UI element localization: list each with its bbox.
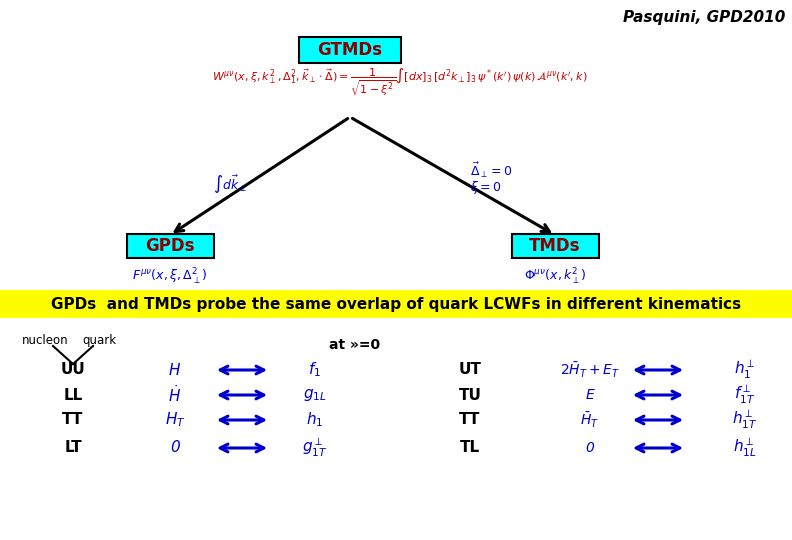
Text: $f_1$: $f_1$ [308,361,322,379]
Text: TL: TL [460,441,480,456]
Text: $h_{1L}^\perp$: $h_{1L}^\perp$ [733,437,757,459]
Text: $\dot{H}$: $\dot{H}$ [169,384,181,406]
Text: UT: UT [459,362,482,377]
Text: $h_1$: $h_1$ [307,410,324,429]
Text: at »=0: at »=0 [329,338,381,352]
Text: $g_{1T}^\perp$: $g_{1T}^\perp$ [303,437,328,459]
FancyBboxPatch shape [512,234,599,258]
Text: $E$: $E$ [584,388,596,402]
Text: $\bar{H}_T$: $\bar{H}_T$ [581,410,600,430]
Text: GTMDs: GTMDs [318,41,383,59]
Text: TU: TU [459,388,482,402]
Text: Pasquini, GPD2010: Pasquini, GPD2010 [623,10,785,25]
Text: 0: 0 [170,441,180,456]
Text: UU: UU [61,362,86,377]
Text: $H$: $H$ [169,362,181,378]
Text: $g_{1L}$: $g_{1L}$ [303,387,327,403]
Text: $h_1^\perp$: $h_1^\perp$ [734,359,756,381]
Text: $H_T$: $H_T$ [165,410,185,429]
Text: TMDs: TMDs [529,237,581,255]
Text: $F^{\mu\nu}(x,\xi,\Delta_\perp^2)$: $F^{\mu\nu}(x,\xi,\Delta_\perp^2)$ [132,267,208,287]
Text: TT: TT [63,413,84,428]
Text: nucleon: nucleon [22,334,69,347]
Text: GPDs: GPDs [145,237,195,255]
Text: GPDs  and TMDs probe the same overlap of quark LCWFs in different kinematics: GPDs and TMDs probe the same overlap of … [51,296,741,312]
Text: $\vec{\Delta}_\perp = 0$: $\vec{\Delta}_\perp = 0$ [470,160,513,180]
Bar [0,290,792,318]
Text: $\xi = 0$: $\xi = 0$ [470,179,501,197]
Text: $f_{1T}^\perp$: $f_{1T}^\perp$ [734,384,756,406]
FancyBboxPatch shape [127,234,214,258]
Text: $\int d\vec{k}_\perp$: $\int d\vec{k}_\perp$ [213,174,247,196]
Text: LT: LT [64,441,82,456]
FancyBboxPatch shape [299,37,401,63]
Text: $W^{\mu\nu}(x,\xi,k_\perp^2,\Delta_1^2,\vec{k}_\perp\cdot\vec{\Delta})=\dfrac{1}: $W^{\mu\nu}(x,\xi,k_\perp^2,\Delta_1^2,\… [212,66,588,98]
Text: $2\bar{H}_T + E_T$: $2\bar{H}_T + E_T$ [560,360,620,380]
Text: $h_{1T}^\perp$: $h_{1T}^\perp$ [732,409,758,431]
Text: 0: 0 [585,441,595,455]
Text: $\Phi^{\mu\nu}(x,k_\perp^2)$: $\Phi^{\mu\nu}(x,k_\perp^2)$ [524,267,586,287]
Text: quark: quark [82,334,116,347]
Text: LL: LL [63,388,82,402]
Text: TT: TT [459,413,481,428]
